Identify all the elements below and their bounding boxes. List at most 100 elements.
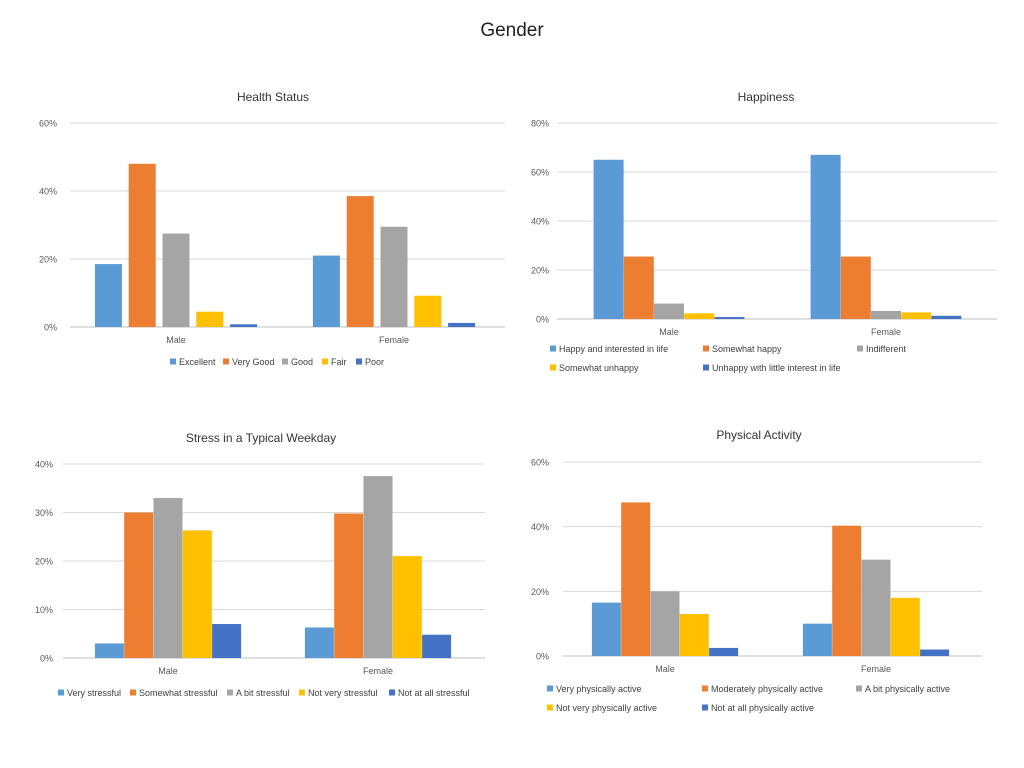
chart-title: Physical Activity <box>716 428 801 442</box>
bar-male-happy-and-interested-in-life <box>593 159 624 319</box>
legend-swatch <box>703 364 709 371</box>
legend-label: Very physically active <box>556 684 642 694</box>
legend-swatch <box>299 689 305 696</box>
legend-label: Not very stressful <box>308 688 378 698</box>
bar-male-indifferent <box>654 303 684 319</box>
x-category-label: Male <box>166 335 186 345</box>
bar-male-a-bit-physically-active <box>650 591 680 656</box>
bar-male-good <box>162 233 190 327</box>
bar-female-somewhat-stressful <box>334 513 364 658</box>
legend-swatch <box>170 358 176 365</box>
bar-male-unhappy-with-little-interest-in-life <box>714 317 745 319</box>
y-tick-label: 40% <box>531 217 549 227</box>
bar-female-fair <box>414 295 442 327</box>
legend-label: Very stressful <box>67 688 121 698</box>
bar-male-very-good <box>128 163 156 327</box>
bar-female-indifferent <box>871 310 901 319</box>
y-tick-label: 20% <box>531 266 549 276</box>
y-tick-label: 60% <box>531 458 549 468</box>
bar-male-somewhat-stressful <box>124 512 154 658</box>
y-tick-label: 80% <box>531 119 549 129</box>
y-tick-label: 60% <box>531 168 549 178</box>
legend-label: Good <box>291 357 313 367</box>
bar-male-not-at-all-physically-active <box>709 647 739 656</box>
y-tick-label: 10% <box>35 605 53 615</box>
bar-female-poor <box>448 322 476 327</box>
y-tick-label: 40% <box>35 460 53 470</box>
bar-female-good <box>380 226 408 327</box>
bar-male-somewhat-happy <box>623 256 654 319</box>
bar-female-not-at-all-stressful <box>422 634 452 658</box>
legend-swatch <box>550 345 556 352</box>
bar-male-not-very-stressful <box>182 530 212 658</box>
x-category-label: Female <box>861 664 891 674</box>
bar-female-moderately-physically-active <box>832 525 862 656</box>
y-tick-label: 0% <box>44 323 57 333</box>
bar-female-very-physically-active <box>802 623 832 656</box>
legend-swatch <box>322 358 328 365</box>
legend-swatch <box>547 704 553 711</box>
legend-swatch <box>702 704 708 711</box>
bar-male-very-physically-active <box>591 602 621 656</box>
bar-female-very-stressful <box>304 627 334 658</box>
legend-label: Happy and interested in life <box>559 344 668 354</box>
bar-female-somewhat-unhappy <box>901 312 932 319</box>
legend-swatch <box>702 685 708 692</box>
x-category-label: Female <box>363 666 393 676</box>
bar-male-poor <box>230 324 258 327</box>
bar-male-very-stressful <box>94 643 124 658</box>
bar-female-a-bit-stressful <box>363 476 393 658</box>
bar-female-unhappy-with-little-interest-in-life <box>931 315 962 319</box>
legend-label: Poor <box>365 357 384 367</box>
bar-female-very-good <box>346 196 374 327</box>
y-tick-label: 0% <box>40 654 53 664</box>
legend-label: Excellent <box>179 357 216 367</box>
legend-label: Somewhat unhappy <box>559 363 639 373</box>
y-tick-label: 40% <box>531 522 549 532</box>
bar-male-fair <box>196 311 224 327</box>
bar-female-excellent <box>312 255 340 327</box>
legend-label: A bit physically active <box>865 684 950 694</box>
legend-label: Fair <box>331 357 347 367</box>
legend-label: Not at all physically active <box>711 703 814 713</box>
legend-swatch <box>223 358 229 365</box>
legend-label: Unhappy with little interest in life <box>712 363 841 373</box>
bar-male-moderately-physically-active <box>621 502 651 656</box>
bar-female-not-very-stressful <box>392 556 422 658</box>
legend-swatch <box>389 689 395 696</box>
legend-label: Indifferent <box>866 344 906 354</box>
legend-swatch <box>550 364 556 371</box>
x-category-label: Female <box>871 327 901 337</box>
legend-label: Moderately physically active <box>711 684 823 694</box>
y-tick-label: 0% <box>536 652 549 662</box>
bar-male-excellent <box>94 264 122 327</box>
legend-label: Not very physically active <box>556 703 657 713</box>
bar-female-happy-and-interested-in-life <box>810 154 841 319</box>
legend-swatch <box>282 358 288 365</box>
y-tick-label: 20% <box>35 557 53 567</box>
y-tick-label: 30% <box>35 508 53 518</box>
y-tick-label: 60% <box>39 119 57 129</box>
bar-female-not-at-all-physically-active <box>920 649 950 656</box>
legend-swatch <box>856 685 862 692</box>
y-tick-label: 20% <box>39 255 57 265</box>
bar-male-not-at-all-stressful <box>212 624 242 658</box>
legend-swatch <box>58 689 64 696</box>
y-tick-label: 40% <box>39 187 57 197</box>
x-category-label: Male <box>655 664 675 674</box>
y-tick-label: 20% <box>531 587 549 597</box>
x-category-label: Male <box>659 327 679 337</box>
legend-swatch <box>857 345 863 352</box>
legend-swatch <box>130 689 136 696</box>
page-title: Gender <box>480 20 544 41</box>
legend-label: Very Good <box>232 357 275 367</box>
x-category-label: Male <box>158 666 178 676</box>
chart-title: Stress in a Typical Weekday <box>186 431 336 445</box>
bar-male-a-bit-stressful <box>153 497 183 658</box>
legend-label: A bit stressful <box>236 688 290 698</box>
legend-label: Not at all stressful <box>398 688 470 698</box>
